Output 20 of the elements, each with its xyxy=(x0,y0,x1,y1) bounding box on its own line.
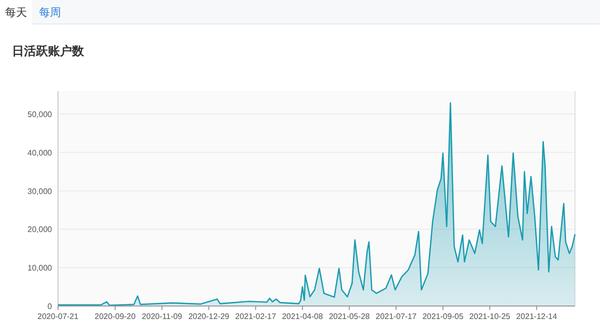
y-tick-label: 50,000 xyxy=(28,110,53,120)
x-tick-label: 2020-09-20 xyxy=(94,312,136,321)
y-tick-label: 30,000 xyxy=(28,186,53,196)
x-tick-label: 2021-07-17 xyxy=(376,312,418,321)
text: 每周 xyxy=(39,7,61,19)
y-tick-label: 10,000 xyxy=(28,264,53,273)
x-tick-label: 2020-12-29 xyxy=(188,312,230,321)
y-tick-label: 0 xyxy=(48,302,53,311)
chart-title: 日活跃账户数 xyxy=(12,44,85,58)
x-tick-label: 2021-02-17 xyxy=(235,312,277,321)
x-tick-label: 2021-04-08 xyxy=(282,312,324,321)
x-tick-label: 2021-05-28 xyxy=(328,312,370,321)
y-tick-label: 20,000 xyxy=(28,225,53,234)
y-tick-label: 40,000 xyxy=(28,148,53,158)
x-tick-label: 2021-10-25 xyxy=(469,312,511,321)
x-tick-label: 2020-07-21 xyxy=(38,312,80,321)
x-tick-label: 2021-12-14 xyxy=(516,312,558,321)
text: 每天 xyxy=(5,7,27,19)
x-tick-label: 2021-09-05 xyxy=(422,312,464,321)
x-tick-label: 2020-11-09 xyxy=(142,312,183,321)
